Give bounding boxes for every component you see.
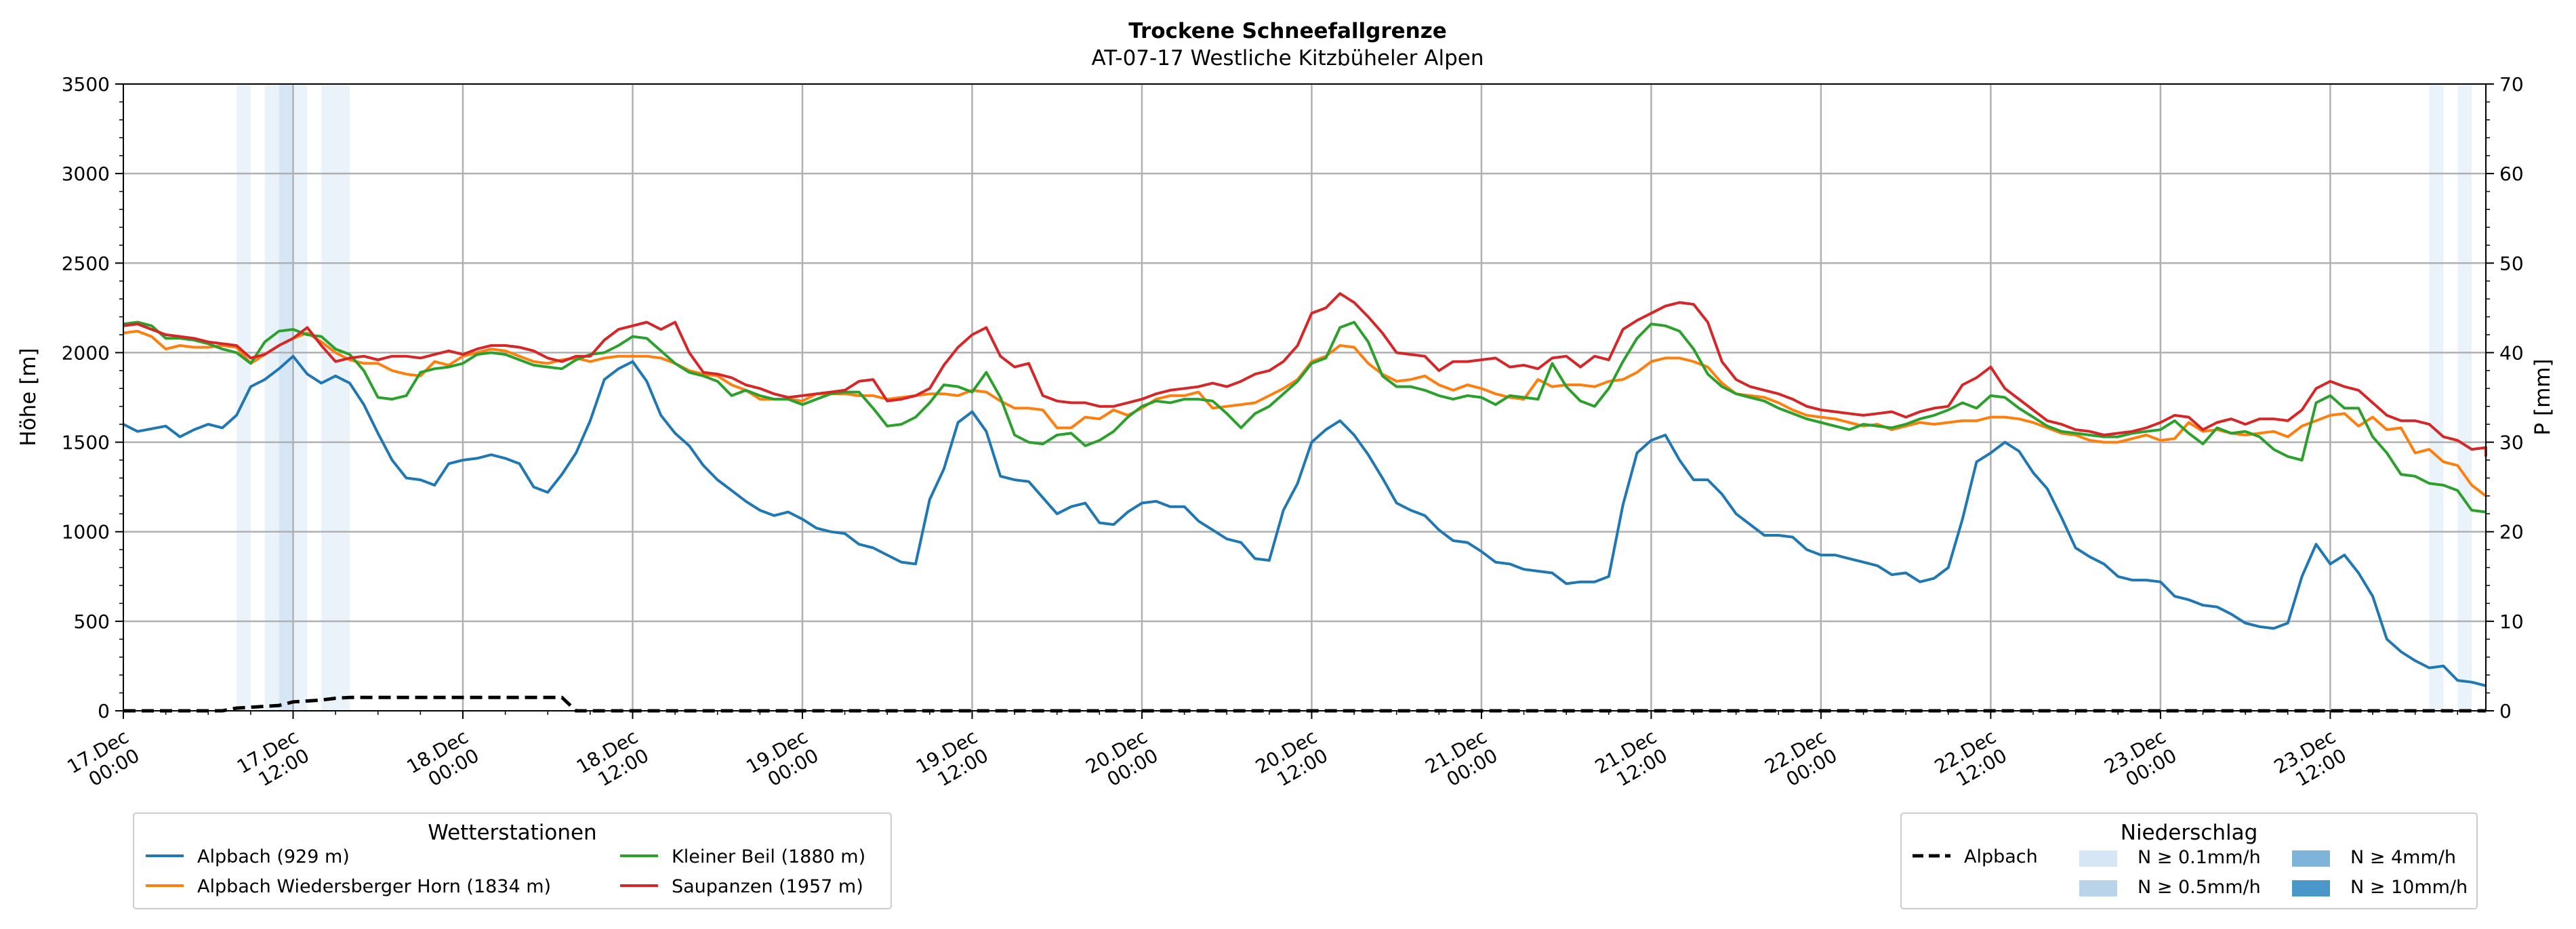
grid — [123, 84, 2486, 711]
y-right-tick-label-7: 70 — [2499, 73, 2524, 96]
chart-title: Trockene Schneefallgrenze — [1128, 19, 1447, 43]
series-line-2 — [123, 321, 2487, 514]
y-axis-label-right: P [mm] — [2531, 358, 2555, 435]
y-tick-label-7: 3500 — [62, 73, 110, 96]
legend-precip: Niederschlag Alpbach N ≥ 0.1mm/h N ≥ 0.5mm… — [1900, 812, 2478, 909]
legend-band-label-2: N ≥ 4mm/h — [2350, 847, 2456, 868]
y-right-tick-label-4: 40 — [2499, 342, 2524, 364]
y-axis-right: 0 10 20 30 40 50 60 70 — [2486, 73, 2524, 722]
precip-line — [123, 695, 2486, 713]
y-tick-label-2: 1000 — [62, 521, 110, 543]
series-line-1 — [123, 329, 2487, 497]
x-tick-label-13: 23.Dec12:00 — [2270, 725, 2350, 797]
legend-band-swatch-1 — [2079, 880, 2117, 896]
x-tick-label-8: 21.Dec00:00 — [1421, 725, 1501, 797]
x-tick-label-7: 20.Dec12:00 — [1252, 725, 1332, 797]
y-right-tick-label-5: 50 — [2499, 252, 2524, 274]
x-tick-label-2: 18.Dec00:00 — [403, 725, 483, 797]
y-axis-left: 0 500 1000 1500 2000 2500 3000 3500 — [62, 73, 123, 722]
legend-band-label-3: N ≥ 10mm/h — [2350, 877, 2468, 898]
x-tick-label-11: 22.Dec12:00 — [1931, 725, 2011, 797]
plot-frame — [123, 83, 2487, 711]
series-line-3 — [123, 292, 2487, 457]
precip-band-4 — [321, 84, 350, 711]
precip-band-5 — [2429, 84, 2444, 711]
y-tick-label-3: 1500 — [62, 432, 110, 454]
series-group — [123, 292, 2487, 713]
x-tick-label-5: 19.Dec12:00 — [912, 725, 992, 797]
precip-band-0 — [236, 84, 251, 711]
y-tick-label-6: 3000 — [62, 163, 110, 185]
x-tick-label-3: 18.Dec12:00 — [573, 725, 653, 797]
legend-precip-frame — [1900, 812, 2478, 909]
y-tick-label-5: 2500 — [62, 252, 110, 274]
x-tick-label-6: 20.Dec00:00 — [1082, 725, 1162, 797]
legend-stations-title: Wetterstationen — [428, 821, 596, 845]
legend-band-swatch-3 — [2292, 880, 2330, 896]
y-axis-label: Höhe [m] — [16, 348, 41, 446]
y-right-tick-label-3: 30 — [2499, 432, 2524, 454]
series-line-0 — [123, 354, 2487, 687]
x-tick-label-1: 17.Dec12:00 — [233, 725, 313, 797]
legend-band-swatch-0 — [2079, 850, 2117, 867]
legend-stations: Wetterstationen Alpbach (929 m) Alpbach W… — [133, 812, 892, 909]
legend-band-swatch-2 — [2292, 850, 2330, 867]
precip-band-6 — [2457, 84, 2472, 711]
y-tick-label-1: 500 — [74, 611, 110, 633]
y-tick-label-0: 0 — [98, 700, 110, 722]
y-tick-label-4: 2000 — [62, 342, 110, 364]
legend-stations-frame — [133, 812, 892, 909]
legend-label-3: Saupanzen (1957 m) — [672, 876, 863, 897]
legend-label-2: Kleiner Beil (1880 m) — [672, 846, 865, 867]
legend-precip-title: Niederschlag — [2121, 821, 2258, 845]
y-right-tick-label-0: 0 — [2499, 700, 2512, 722]
chart-subtitle: AT-07-17 Westliche Kitzbüheler Alpen — [1092, 46, 1484, 70]
legend-label-1: Alpbach Wiedersberger Horn (1834 m) — [197, 876, 551, 897]
x-tick-label-0: 17.Dec00:00 — [64, 725, 144, 797]
x-tick-label-4: 19.Dec00:00 — [742, 725, 822, 797]
legend-precip-line-label: Alpbach — [1964, 846, 2038, 867]
x-tick-label-10: 22.Dec00:00 — [1761, 725, 1841, 797]
legend-band-label-1: N ≥ 0.5mm/h — [2138, 877, 2261, 898]
legend-label-0: Alpbach (929 m) — [197, 846, 350, 867]
x-tick-label-12: 23.Dec00:00 — [2100, 725, 2180, 797]
legend-band-label-0: N ≥ 0.1mm/h — [2138, 847, 2261, 868]
precip-band-3 — [293, 84, 308, 711]
x-axis: 17.Dec00:00 17.Dec12:00 18.Dec00:00 18.Dec1… — [64, 711, 2459, 797]
y-right-tick-label-2: 20 — [2499, 521, 2524, 543]
precip-band-2 — [279, 84, 293, 711]
x-tick-label-9: 21.Dec12:00 — [1591, 725, 1671, 797]
y-right-tick-label-1: 10 — [2499, 611, 2524, 633]
precip-band-1 — [264, 84, 279, 711]
y-right-tick-label-6: 60 — [2499, 163, 2524, 185]
precip-bands — [236, 84, 2472, 711]
